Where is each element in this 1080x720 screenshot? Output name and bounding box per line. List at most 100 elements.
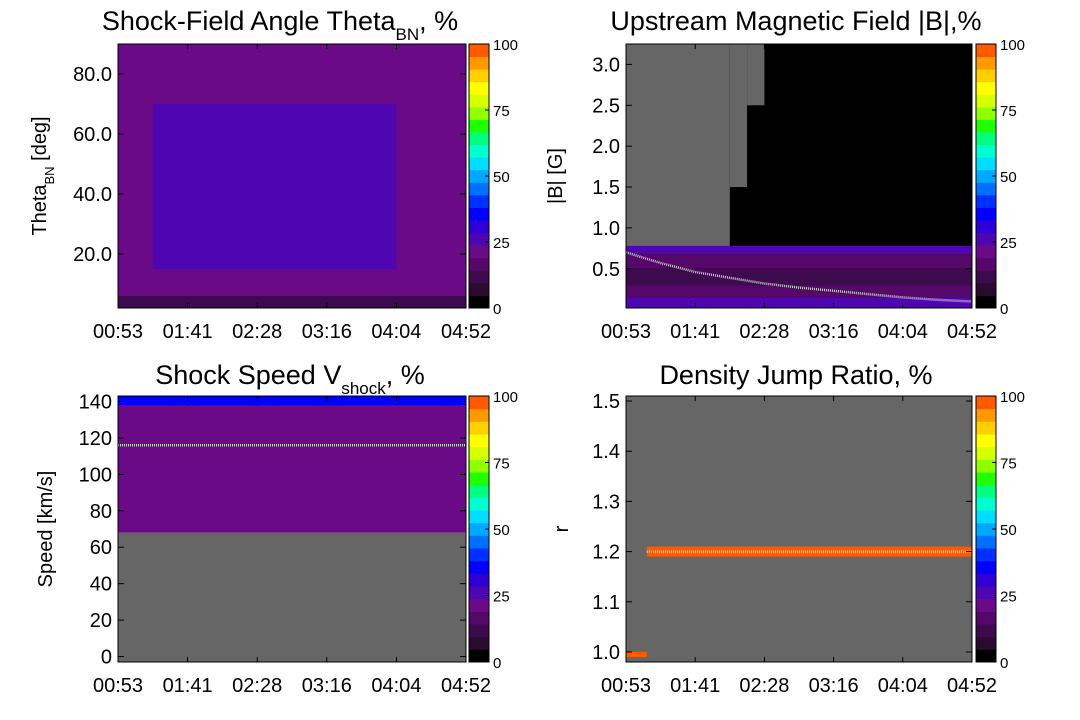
theta-colorbar-swatch [469, 232, 489, 246]
density-colorbar-tick-label: 75 [1000, 456, 1017, 473]
speed-y-tick-label: 80 [90, 501, 112, 523]
theta-colorbar-tick-label: 75 [493, 103, 510, 120]
speed-colorbar-swatch [469, 408, 489, 422]
density-x-tick-label: 01:41 [670, 675, 720, 697]
bfield-y-tick-label: 3.0 [592, 54, 620, 76]
theta-colorbar-tick-label: 100 [493, 37, 518, 54]
theta-title: Shock-Field Angle ThetaBN, % [102, 6, 458, 44]
speed-x-tick-label: 02:28 [232, 675, 282, 697]
density-heatmap-region [626, 396, 972, 662]
bfield-colorbar-swatch [976, 207, 996, 221]
bfield-y-tick-label: 2.0 [592, 136, 620, 158]
bfield-colorbar-swatch [976, 245, 996, 259]
speed-y-tick-label: 140 [79, 391, 112, 413]
speed-colorbar-swatch [469, 421, 489, 435]
theta-colorbar-swatch [469, 207, 489, 221]
theta-x-tick-label: 04:04 [371, 321, 421, 343]
density-colorbar-swatch [976, 586, 996, 600]
bfield-heatmap-region [626, 297, 972, 308]
speed-heatmap-region [118, 396, 466, 533]
density-colorbar-swatch [976, 598, 996, 612]
speed-colorbar-tick-label: 25 [493, 589, 510, 606]
speed-colorbar-swatch [469, 396, 489, 410]
theta-colorbar-swatch [469, 194, 489, 208]
theta-y-tick-label: 20.0 [73, 244, 112, 266]
bfield-colorbar-swatch [976, 169, 996, 183]
theta-colorbar-swatch [469, 245, 489, 259]
density-y-tick-label: 1.5 [592, 391, 620, 413]
speed-title-main: Shock Speed V [155, 360, 341, 390]
theta-y-tick-label: 80.0 [73, 64, 112, 86]
bfield-colorbar-swatch [976, 106, 996, 120]
speed-title-tail: , % [386, 360, 425, 390]
density-title: Density Jump Ratio, % [659, 360, 932, 390]
speed-colorbar-swatch [469, 548, 489, 562]
theta-colorbar-swatch [469, 56, 489, 70]
speed-y-tick-label: 60 [90, 537, 112, 559]
speed-colorbar-swatch [469, 611, 489, 625]
density-y-tick-label: 1.4 [592, 441, 620, 463]
speed-heatmap-region [118, 532, 466, 662]
bfield-plot-area [626, 44, 972, 308]
theta-colorbar-swatch [469, 157, 489, 171]
speed-x-tick-label: 00:53 [93, 675, 143, 697]
speed-colorbar-swatch [469, 459, 489, 473]
theta-colorbar-swatch [469, 94, 489, 108]
speed-colorbar-swatch [469, 560, 489, 574]
theta-colorbar-tick-label: 0 [493, 301, 501, 318]
speed-colorbar-swatch [469, 636, 489, 650]
theta-y-tick-label: 60.0 [73, 124, 112, 146]
bfield-heatmap-region [626, 245, 972, 255]
bfield-heatmap-region [626, 44, 730, 249]
speed-colorbar-swatch [469, 522, 489, 536]
speed-colorbar-swatch [469, 598, 489, 612]
density-x-tick-label: 02:28 [739, 675, 789, 697]
speed-plot-frame [117, 395, 467, 663]
density-colorbar-swatch [976, 472, 996, 486]
density-x-tick-label: 03:16 [809, 675, 859, 697]
speed-colorbar-swatch [469, 535, 489, 549]
speed-colorbar-swatch [469, 434, 489, 448]
bfield-colorbar-swatch [976, 295, 996, 309]
bfield-colorbar-swatch [976, 157, 996, 171]
theta-ylabel-tail: [deg] [29, 116, 51, 166]
density-y-tick-label: 1.3 [592, 491, 620, 513]
bfield-colorbar-swatch [976, 270, 996, 284]
bfield-colorbar-swatch [976, 182, 996, 196]
bfield-ylabel: |B| [G] [545, 148, 567, 204]
density-heatmap-region [626, 651, 647, 657]
panel-theta: Shock-Field Angle ThetaBN, %ThetaBN [deg… [29, 6, 518, 343]
bfield-colorbar-tick-label: 100 [1000, 37, 1025, 54]
theta-ylabel-sub: BN [42, 166, 57, 184]
bfield-plot-frame [625, 43, 973, 309]
theta-colorbar-swatch [469, 106, 489, 120]
panel-bfield: Upstream Magnetic Field |B|,% |B| [G] 00:5… [545, 6, 1025, 343]
density-x-tick-label: 04:52 [947, 675, 997, 697]
theta-x-tick-label: 01:41 [163, 321, 213, 343]
speed-colorbar-swatch [469, 649, 489, 663]
density-colorbar-swatch [976, 510, 996, 524]
speed-ylabel: Speed [km/s] [35, 471, 57, 588]
speed-y-tick-label: 40 [90, 574, 112, 596]
speed-colorbar-swatch [469, 484, 489, 498]
theta-colorbar-swatch [469, 69, 489, 83]
density-colorbar-swatch [976, 548, 996, 562]
density-colorbar-tick-label: 100 [1000, 389, 1025, 406]
density-colorbar-swatch [976, 535, 996, 549]
speed-y-tick-label: 0 [101, 647, 112, 669]
bfield-colorbar-tick-label: 0 [1000, 301, 1008, 318]
speed-title: Shock Speed Vshock, % [155, 360, 425, 398]
bfield-heatmap-region [626, 254, 972, 269]
bfield-y-tick-label: 1.0 [592, 218, 620, 240]
speed-plot-area [118, 396, 466, 662]
density-ylabel-main: r [551, 525, 573, 532]
bfield-colorbar-tick-label: 25 [1000, 235, 1017, 252]
density-y-tick-label: 1.1 [592, 592, 620, 614]
density-plot-area [626, 396, 972, 662]
theta-colorbar-swatch [469, 119, 489, 133]
speed-colorbar-swatch [469, 586, 489, 600]
speed-colorbar-tick-label: 75 [493, 456, 510, 473]
density-ylabel: r [551, 525, 573, 532]
panel-density: Density Jump Ratio, % r 00:53 01:41 02:28 03:… [551, 360, 1025, 697]
